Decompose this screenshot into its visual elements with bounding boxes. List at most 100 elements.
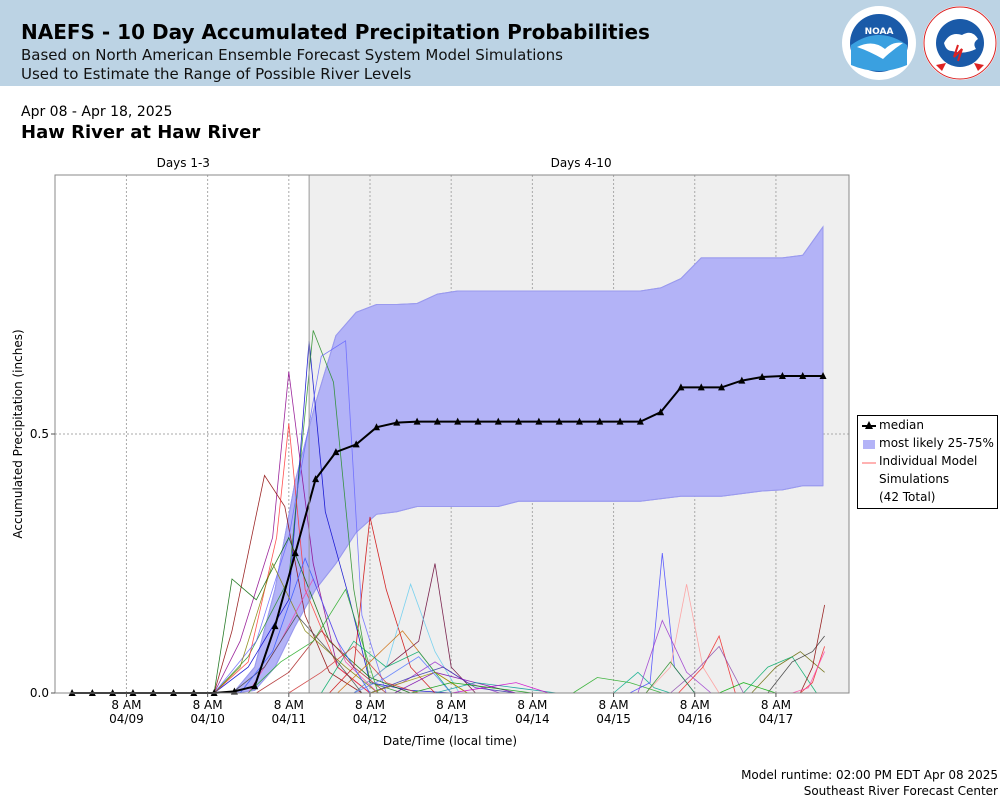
x-tick-label-time: 8 AM [436,698,466,712]
chart-legend: median most likely 25-75% Individual Mod… [857,415,998,509]
x-axis-title: Date/Time (local time) [383,734,517,748]
legend-label-members-1: Individual Model [879,454,978,468]
period-label: Days 1-3 [157,156,210,170]
median-point [677,383,685,391]
station-name: Haw River at Haw River [21,122,261,143]
member-series-line [369,666,517,694]
noaa-logo-text: NOAA [865,27,894,37]
band-swatch-icon [863,440,875,449]
member-series-line [329,516,436,694]
member-series-line [288,645,419,694]
median-point [636,417,644,425]
y-tick-label: 0.0 [30,686,49,700]
nws-logo [922,5,998,85]
median-point [718,383,726,391]
median-symbol-icon [862,421,876,429]
member-series-line [213,562,379,694]
median-point [413,417,421,425]
model-runtime: Model runtime: 02:00 PM EDT Apr 08 2025 [741,768,998,782]
median-point [312,475,320,483]
band-upper-edge [214,226,824,694]
legend-label-band: most likely 25-75% [879,436,994,450]
member-series-line [751,651,825,694]
x-tick-label-time: 8 AM [599,698,629,712]
median-point [697,383,705,391]
member-series-line [213,474,363,694]
x-tick-label-date: 04/11 [272,712,307,726]
x-tick-label-time: 8 AM [761,698,791,712]
member-series-line [213,536,411,694]
median-point [291,549,299,557]
member-series-line [613,671,671,694]
legend-label-members-2: Simulations [879,472,950,486]
member-series-line [572,677,663,694]
member-line-icon [862,462,876,464]
noaa-logo: NOAA [841,5,917,85]
legend-label-median: median [879,418,924,432]
x-tick-label-time: 8 AM [680,698,710,712]
y-axis-title: Accumulated Precipitation (inches) [11,329,25,538]
x-tick-label-time: 8 AM [111,698,141,712]
member-series-line [670,645,744,694]
member-series-line [800,646,825,694]
median-point [535,417,543,425]
median-point [251,682,259,690]
member-series-line [792,651,825,694]
median-point [352,440,360,448]
median-point [372,423,380,431]
median-point [799,371,807,379]
x-tick-label-date: 04/14 [515,712,550,726]
median-point [596,417,604,425]
member-series-line [256,630,387,694]
median-point [575,417,583,425]
member-series-line [213,330,403,694]
date-range: Apr 08 - Apr 18, 2025 [21,104,173,120]
period-label: Days 4-10 [551,156,612,170]
x-tick-label-date: 04/16 [677,712,712,726]
median-point [474,417,482,425]
x-tick-label-date: 04/09 [109,712,144,726]
member-series-line [799,604,825,694]
median-point [433,417,441,425]
subtitle-line-2: Used to Estimate the Range of Possible R… [21,65,412,83]
x-tick-label-time: 8 AM [355,698,385,712]
median-point [271,622,279,630]
x-tick-label-date: 04/10 [190,712,225,726]
member-series-line [767,635,825,694]
median-point [393,418,401,426]
median-point [738,376,746,384]
member-series-line [451,682,549,694]
member-series-line [645,584,720,694]
forecast-center: Southeast River Forecast Center [803,784,998,798]
member-series-line [247,588,379,694]
median-point [819,371,827,379]
member-series-line [645,661,696,694]
header-banner: NAEFS - 10 Day Accumulated Precipitation… [0,0,1000,86]
median-point [778,371,786,379]
member-series-line [320,640,452,694]
median-point [616,417,624,425]
median-point [515,417,523,425]
x-tick-label-time: 8 AM [274,698,304,712]
subtitle-line-1: Based on North American Ensemble Forecas… [21,46,563,64]
median-point [657,408,665,416]
member-series-line [394,671,517,694]
median-point [454,417,462,425]
member-series-line [353,656,452,694]
legend-label-members-3: (42 Total) [879,490,936,504]
page-title: NAEFS - 10 Day Accumulated Precipitation… [21,20,650,44]
x-tick-label-date: 04/13 [434,712,469,726]
member-series-line [678,634,736,694]
member-series-line [743,656,817,694]
x-tick-label-time: 8 AM [517,698,547,712]
x-tick-label-date: 04/12 [353,712,388,726]
x-tick-label-date: 04/15 [596,712,631,726]
median-point [758,373,766,381]
median-point [494,417,502,425]
y-tick-label: 0.5 [30,427,49,441]
median-point [555,417,563,425]
x-tick-label-date: 04/17 [759,712,794,726]
x-tick-label-time: 8 AM [193,698,223,712]
member-series-line [353,582,460,694]
